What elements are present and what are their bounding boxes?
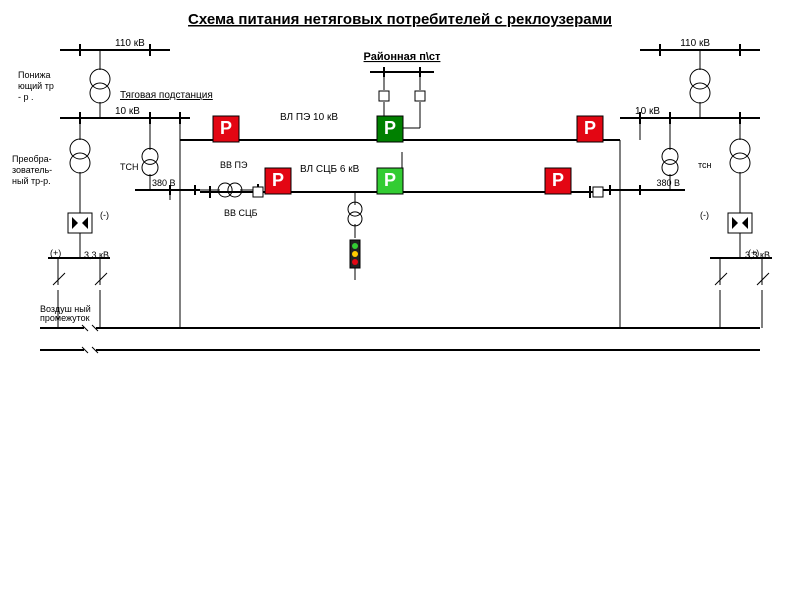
scb-breaker-left bbox=[253, 187, 263, 197]
label-tsn-left: ТСН bbox=[120, 162, 139, 172]
label-minus-r: (-) bbox=[700, 210, 709, 220]
step-down-transformer-right bbox=[690, 83, 710, 103]
label-conv: зователь- bbox=[12, 165, 52, 175]
svg-text:Р: Р bbox=[220, 118, 232, 138]
label-district: Районная п\ст bbox=[364, 51, 441, 63]
disconnector bbox=[95, 273, 107, 285]
page-title: Схема питания нетяговых потребителей с р… bbox=[188, 11, 612, 28]
recloser-r2: Р bbox=[377, 116, 403, 142]
recloser-r3: Р bbox=[577, 116, 603, 142]
label-traction-sub: Тяговая подстанция bbox=[120, 90, 213, 101]
air-gap bbox=[84, 325, 96, 331]
converter-transformer-left bbox=[70, 153, 90, 173]
label-vl-scb: ВЛ СЦБ 6 кВ bbox=[300, 164, 360, 175]
signal-lamp bbox=[352, 259, 358, 265]
label-vv-pe: ВВ ПЭ bbox=[220, 160, 248, 170]
label-minus: (-) bbox=[100, 210, 109, 220]
tsn-transformer-right bbox=[662, 160, 678, 176]
signal-transformer bbox=[348, 212, 362, 226]
rectifier-left bbox=[68, 213, 92, 233]
district-breaker bbox=[379, 91, 389, 101]
label-110kv-left: 110 кВ bbox=[115, 38, 145, 49]
aux-transformer bbox=[228, 183, 242, 197]
converter-transformer-right bbox=[730, 153, 750, 173]
svg-text:Р: Р bbox=[584, 118, 596, 138]
tsn-transformer-left bbox=[142, 160, 158, 176]
district-breaker bbox=[415, 91, 425, 101]
scb-breaker-right bbox=[593, 187, 603, 197]
signal-lamp bbox=[352, 251, 358, 257]
svg-text:Р: Р bbox=[384, 170, 396, 190]
step-down-transformer-left bbox=[90, 83, 110, 103]
label-conv: Преобра- bbox=[12, 154, 52, 164]
label-33kv-left: 3,3 кВ bbox=[84, 250, 109, 260]
label-plus-r: (+) bbox=[748, 248, 759, 258]
rectifier-right bbox=[728, 213, 752, 233]
label-plus: (+) bbox=[50, 248, 61, 258]
disconnector bbox=[715, 273, 727, 285]
label-stepdown: - р . bbox=[18, 92, 34, 102]
label-vl-pe: ВЛ ПЭ 10 кВ bbox=[280, 112, 338, 123]
disconnector bbox=[757, 273, 769, 285]
label-380-right: 380 В bbox=[656, 178, 680, 188]
recloser-r5: Р bbox=[377, 168, 403, 194]
recloser-r1: Р bbox=[213, 116, 239, 142]
label-10kv-right: 10 кВ bbox=[635, 106, 660, 117]
svg-text:Р: Р bbox=[552, 170, 564, 190]
recloser-r4: Р bbox=[265, 168, 291, 194]
label-tsn-right: тсн bbox=[698, 160, 712, 170]
air-gap bbox=[84, 347, 96, 353]
label-10kv-left: 10 кВ bbox=[115, 106, 140, 117]
label-stepdown: ющий тр bbox=[18, 81, 54, 91]
recloser-r6: Р bbox=[545, 168, 571, 194]
signal-lamp bbox=[352, 243, 358, 249]
label-conv: ный тр-р. bbox=[12, 176, 51, 186]
label-110kv-right: 110 кВ bbox=[680, 38, 710, 49]
label-air-gap: промежуток bbox=[40, 313, 90, 323]
label-380-left: 380 В bbox=[152, 178, 176, 188]
svg-text:Р: Р bbox=[272, 170, 284, 190]
label-vv-scb: ВВ СЦБ bbox=[224, 208, 258, 218]
label-stepdown: Понижа bbox=[18, 70, 51, 80]
svg-text:Р: Р bbox=[384, 118, 396, 138]
disconnector bbox=[53, 273, 65, 285]
